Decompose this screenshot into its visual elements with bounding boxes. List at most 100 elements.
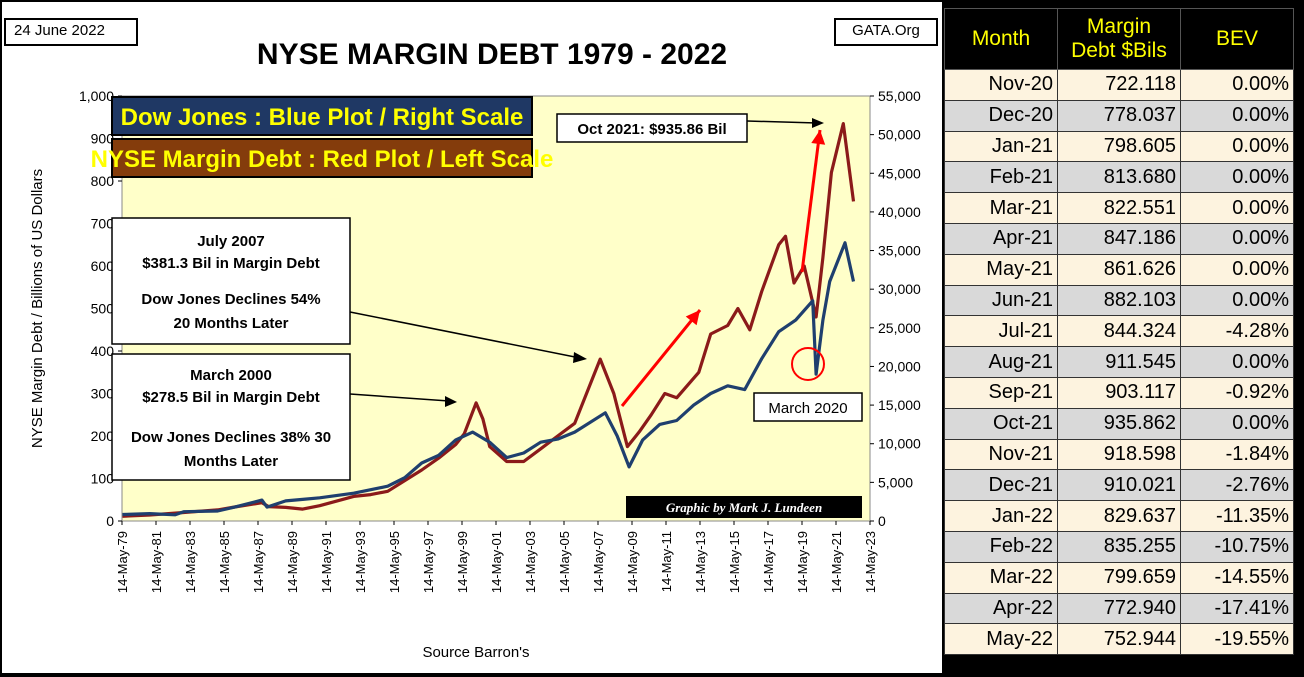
- march2000-annotation-box: [111, 353, 351, 481]
- cell-bev: 0.00%: [1180, 284, 1294, 317]
- cell-month: Mar-21: [944, 192, 1058, 224]
- cell-margin-debt: 911.545: [1057, 346, 1181, 378]
- chart-svg: NYSE MARGIN DEBT 1979 - 2022 0 100 200 300 40…: [29, 38, 921, 661]
- cell-month: Nov-21: [944, 438, 1058, 471]
- right-tick-label: 30,000: [878, 281, 921, 297]
- cell-month: Jan-21: [944, 130, 1058, 163]
- right-tick-label: 5,000: [878, 474, 913, 490]
- table-row: Apr-22 772.940 -17.41%: [944, 592, 1294, 625]
- legend-margin-label: NYSE Margin Debt : Red Plot / Left Scale: [91, 146, 554, 173]
- march2000-annotation-line: $278.5 Bil in Margin Debt: [142, 389, 320, 406]
- peak-arrowhead: [812, 118, 824, 128]
- cell-month: Dec-21: [944, 469, 1058, 502]
- cell-margin-debt: 778.037: [1057, 99, 1181, 132]
- source-site-label: GATA.Org: [834, 18, 938, 46]
- x-tick-label: 14-May-23: [863, 531, 878, 593]
- table-row: Sep-21 903.117 -0.92%: [944, 376, 1294, 409]
- cell-month: Nov-20: [944, 69, 1058, 101]
- table-row: May-22 752.944 -19.55%: [944, 623, 1294, 656]
- cell-month: Sep-21: [944, 376, 1058, 409]
- left-tick-label: 200: [91, 428, 115, 444]
- left-tick-label: 900: [91, 131, 115, 147]
- cell-margin-debt: 882.103: [1057, 284, 1181, 317]
- x-tick-label: 14-May-79: [115, 531, 130, 593]
- x-tick-label: 14-May-15: [727, 531, 742, 593]
- march2000-arrow-line: [349, 393, 450, 402]
- legend-dow-box: [111, 96, 533, 136]
- cell-month: Aug-21: [944, 346, 1058, 378]
- right-tick-label: 50,000: [878, 127, 921, 143]
- cell-month: Feb-22: [944, 530, 1058, 563]
- cell-month: May-22: [944, 623, 1058, 656]
- cell-month: May-21: [944, 253, 1058, 286]
- col-header-bev: BEV: [1180, 8, 1294, 70]
- x-tick-label: 14-May-93: [353, 531, 368, 593]
- right-tick-label: 40,000: [878, 204, 921, 220]
- right-tick-label: 55,000: [878, 88, 921, 104]
- right-tick-label: 0: [878, 513, 886, 529]
- left-tick-label: 800: [91, 173, 115, 189]
- cell-bev: -11.35%: [1180, 500, 1294, 532]
- table-row: Dec-20 778.037 0.00%: [944, 99, 1294, 132]
- table-row: Mar-21 822.551 0.00%: [944, 192, 1294, 224]
- peak-annotation-box: [556, 113, 748, 143]
- july2007-annotation-line: $381.3 Bil in Margin Debt: [142, 255, 320, 272]
- table-row: Jan-21 798.605 0.00%: [944, 130, 1294, 163]
- peak-annotation-text: Oct 2021: $935.86 Bil: [577, 121, 726, 138]
- cell-margin-debt: 813.680: [1057, 161, 1181, 194]
- july2007-annotation-line: July 2007: [197, 233, 265, 250]
- cell-margin-debt: 752.944: [1057, 623, 1181, 656]
- chart-title: NYSE MARGIN DEBT 1979 - 2022: [257, 38, 727, 71]
- cell-bev: 0.00%: [1180, 407, 1294, 440]
- legend-margin-box: [111, 138, 533, 178]
- left-tick-label: 500: [91, 301, 115, 317]
- cell-bev: -4.28%: [1180, 315, 1294, 348]
- table-header-row: Month Margin Debt $Bils BEV: [944, 8, 1294, 70]
- red-arrow-2009-line: [620, 309, 702, 407]
- right-tick-label: 10,000: [878, 436, 921, 452]
- march2000-annotation-line: Dow Jones Declines 38% 30: [131, 429, 331, 446]
- table-row: Aug-21 911.545 0.00%: [944, 346, 1294, 378]
- cell-bev: 0.00%: [1180, 69, 1294, 101]
- right-tick-label: 45,000: [878, 165, 921, 181]
- cell-margin-debt: 822.551: [1057, 192, 1181, 224]
- july2007-annotation-line: 20 Months Later: [173, 315, 288, 332]
- left-tick-label: 1,000: [79, 88, 114, 104]
- x-tick-label: 14-May-21: [829, 531, 844, 593]
- cell-margin-debt: 798.605: [1057, 130, 1181, 163]
- credit-text: Graphic by Mark J. Lundeen: [666, 500, 822, 515]
- x-tick-label: 14-May-19: [795, 531, 810, 593]
- cell-month: Apr-21: [944, 222, 1058, 255]
- left-tick-label: 300: [91, 386, 115, 402]
- cell-bev: 0.00%: [1180, 222, 1294, 255]
- left-tick-label: 0: [106, 513, 114, 529]
- data-table-panel: Month Margin Debt $Bils BEV Nov-20 722.118…: [944, 0, 1304, 675]
- x-tick-label: 14-May-89: [285, 531, 300, 593]
- cell-margin-debt: 844.324: [1057, 315, 1181, 348]
- cell-month: Oct-21: [944, 407, 1058, 440]
- cell-month: Apr-22: [944, 592, 1058, 625]
- margin-debt-line: [122, 122, 856, 518]
- cell-margin-debt: 799.659: [1057, 561, 1181, 594]
- x-tick-label: 14-May-83: [183, 531, 198, 593]
- cell-month: Jul-21: [944, 315, 1058, 348]
- table-row: May-21 861.626 0.00%: [944, 253, 1294, 286]
- cell-month: Jun-21: [944, 284, 1058, 317]
- cell-month: Jan-22: [944, 500, 1058, 532]
- x-tick-label: 14-May-91: [319, 531, 334, 593]
- cell-margin-debt: 935.862: [1057, 407, 1181, 440]
- table-row: Jul-21 844.324 -4.28%: [944, 315, 1294, 348]
- left-tick-label: 100: [91, 471, 115, 487]
- july2007-arrowhead: [573, 352, 587, 363]
- cell-month: Mar-22: [944, 561, 1058, 594]
- peak-arrow-line: [746, 120, 818, 124]
- table-row: Feb-22 835.255 -10.75%: [944, 530, 1294, 563]
- cell-bev: 0.00%: [1180, 192, 1294, 224]
- march2000-arrowhead: [445, 396, 457, 407]
- x-tick-label: 14-May-01: [489, 531, 504, 593]
- chart-panel: NYSE MARGIN DEBT 1979 - 2022 0 100 200 300 40…: [0, 0, 944, 675]
- cell-margin-debt: 918.598: [1057, 438, 1181, 471]
- cell-month: Dec-20: [944, 99, 1058, 132]
- x-tick-label: 14-May-81: [149, 531, 164, 593]
- red-arrow-2020-line: [800, 129, 822, 273]
